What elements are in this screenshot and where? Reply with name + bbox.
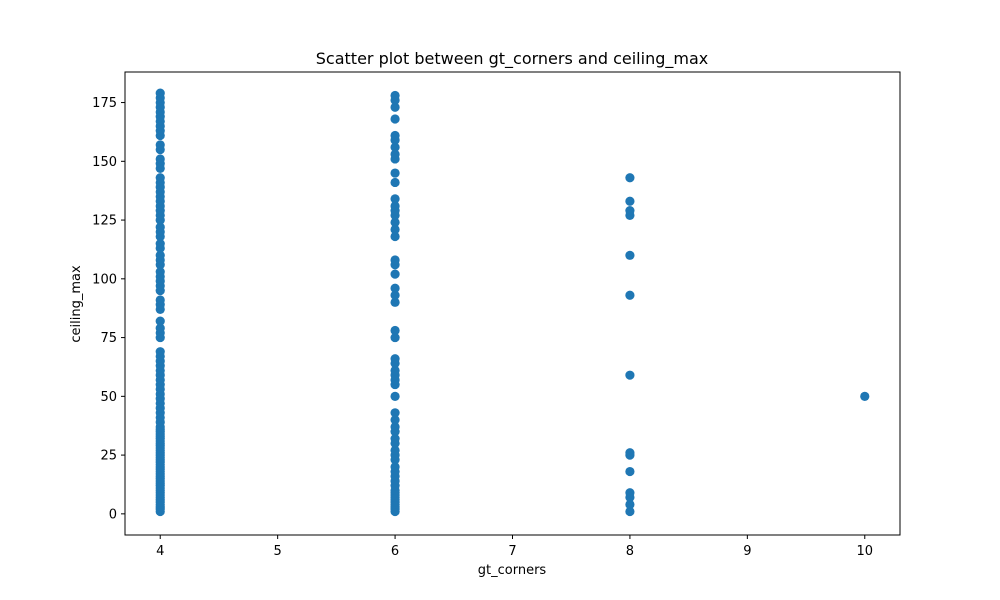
x-tick-label: 4 [156,544,164,559]
scatter-point [390,434,400,444]
x-tick-label: 6 [391,544,399,559]
scatter-point [390,255,400,265]
scatter-point [390,114,400,124]
scatter-point [390,217,400,228]
scatter-point [390,168,400,178]
scatter-point [155,250,165,260]
scatter-point [155,316,165,326]
scatter-point [155,295,165,305]
scatter-point [390,130,400,141]
y-tick-label: 150 [92,155,117,170]
scatter-point [625,196,635,206]
scatter-point [155,222,165,232]
scatter-point [625,206,635,216]
points-layer [155,88,870,517]
y-tick-label: 75 [100,331,117,346]
scatter-point [390,201,400,211]
scatter-point [390,297,400,307]
scatter-point [390,325,400,336]
scatter-point [390,462,400,472]
scatter-point [860,391,870,401]
y-tick-label: 25 [100,449,117,464]
y-tick-label: 125 [92,214,117,229]
scatter-point [155,88,165,98]
y-tick-label: 50 [100,390,117,405]
scatter-point [155,154,165,164]
x-axis-label: gt_corners [478,563,547,578]
scatter-point [390,231,400,242]
scatter-point [390,149,400,159]
scatter-point [390,332,400,343]
scatter-point [625,250,635,260]
scatter-point [390,194,400,204]
scatter-point [625,290,635,300]
y-tick-label: 175 [92,96,117,111]
scatter-point [390,224,400,235]
scatter-point [390,415,400,425]
scatter-point [390,391,400,401]
scatter-point [390,422,400,432]
scatter-point [390,269,400,279]
x-tick-label: 10 [856,544,873,559]
scatter-point [155,267,165,277]
scatter-point [390,177,400,188]
scatter-point [390,290,400,300]
scatter-point [155,140,165,150]
chart-title: Scatter plot between gt_corners and ceil… [316,49,708,69]
scatter-point [625,488,635,498]
x-tick-label: 9 [743,544,751,559]
scatter-point [390,102,400,112]
scatter-point [625,506,635,517]
scatter-point [155,173,165,183]
y-tick-label: 100 [92,272,117,287]
scatter-point [155,347,165,357]
x-tick-label: 8 [626,544,634,559]
y-axis-label: ceiling_max [69,265,84,343]
scatter-point [625,466,635,477]
scatter-point [625,370,635,380]
scatter-point [625,448,635,458]
plot-frame [124,71,901,536]
scatter-point [155,238,165,249]
scatter-point [390,445,400,455]
scatter-point [390,354,400,364]
x-tick-label: 5 [274,544,282,559]
scatter-point [390,142,400,152]
scatter-point [155,323,165,333]
scatter-point [390,283,400,293]
y-tick-label: 0 [109,507,117,522]
x-tick-label: 7 [508,544,516,559]
scatter-point [625,499,635,510]
scatter-point [390,90,400,101]
scatter-point [390,365,400,376]
scatter-point [625,173,635,183]
scatter-point [390,408,400,418]
